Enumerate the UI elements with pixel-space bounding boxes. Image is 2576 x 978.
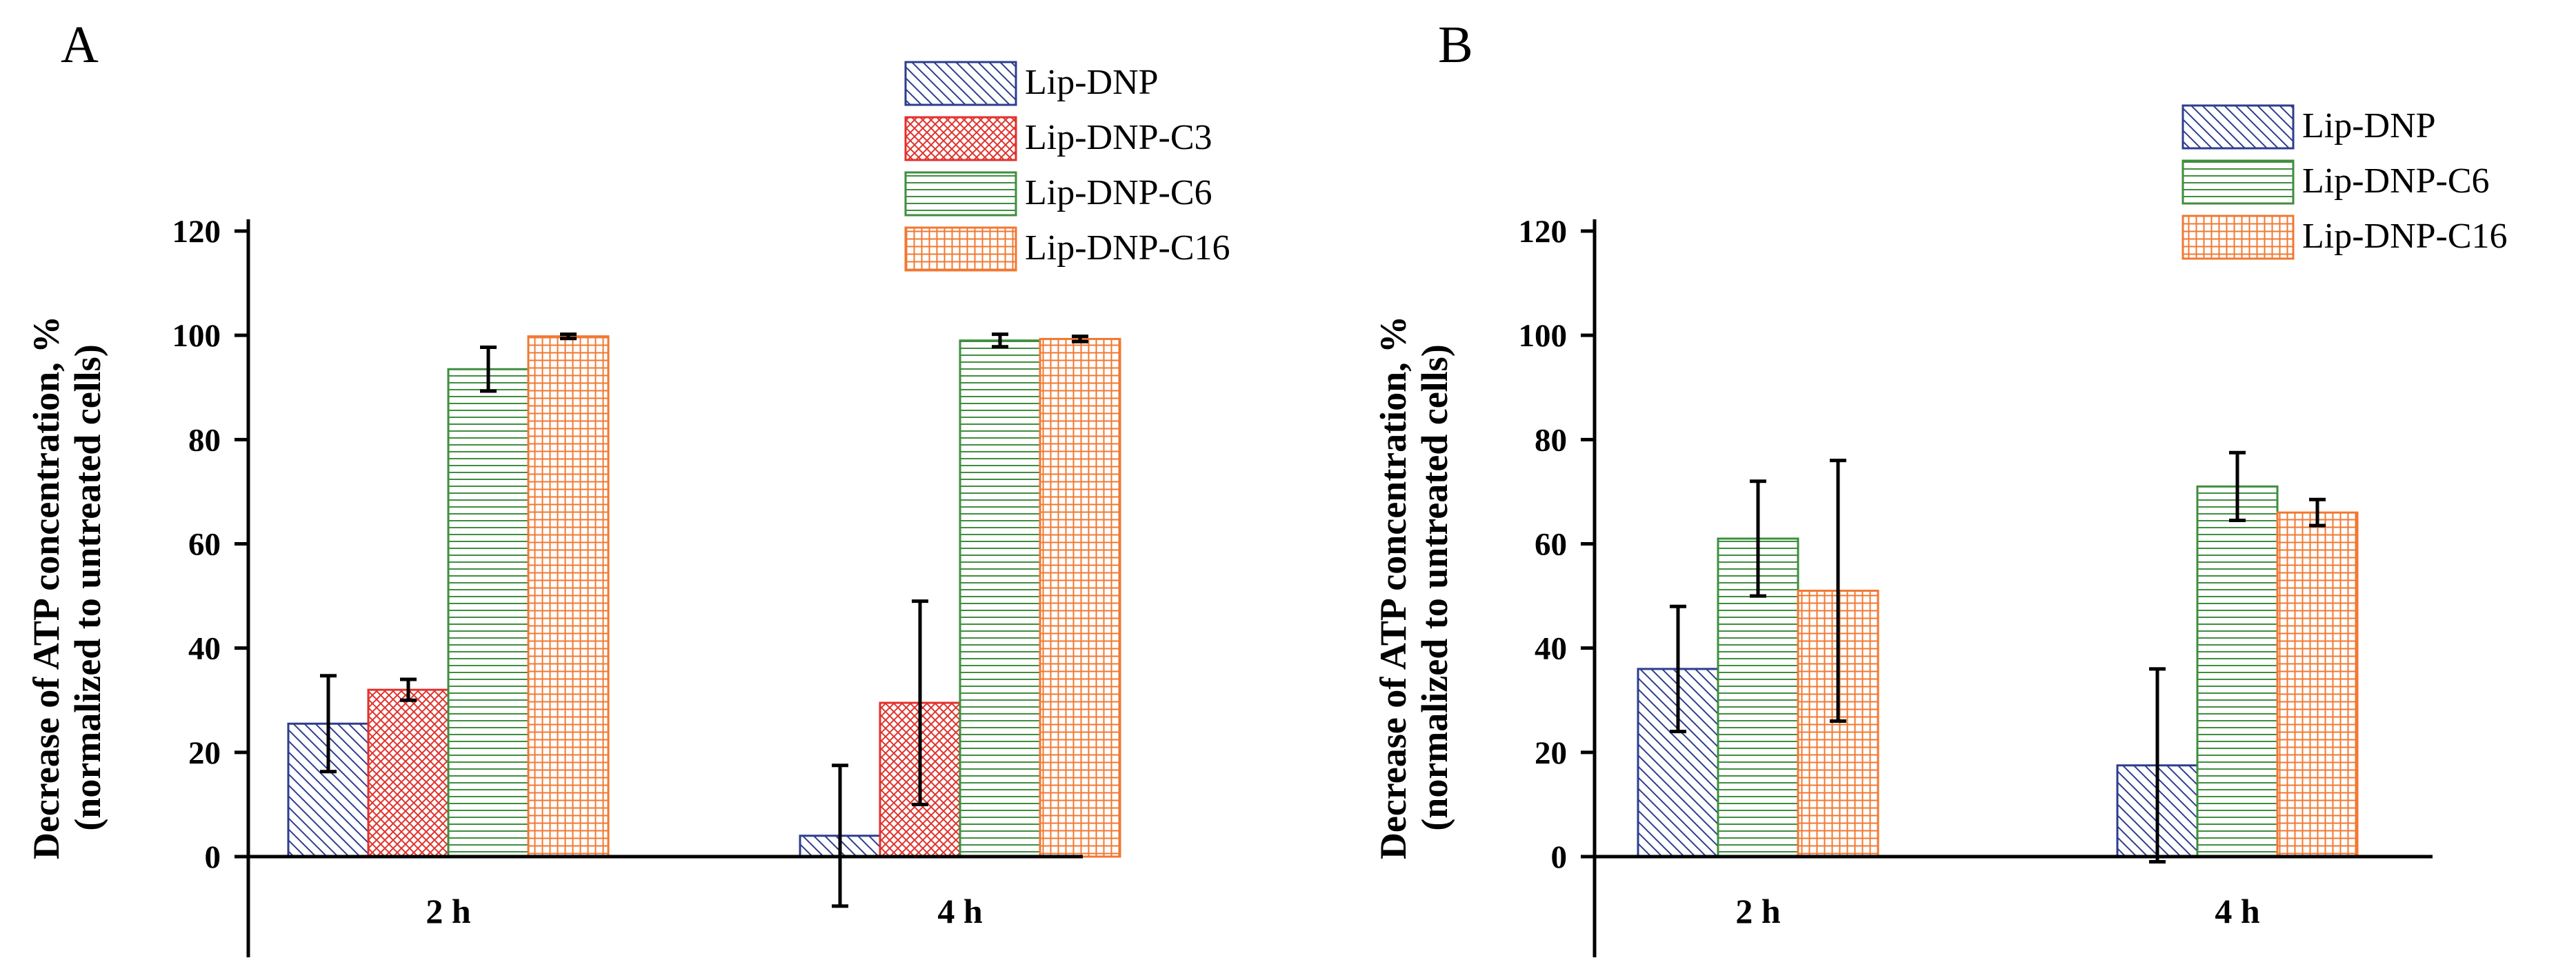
panel-b-bar-lip-dnp-c16-1	[2276, 511, 2359, 858]
panel-a-category-label: 2 h	[426, 892, 471, 930]
panel-a-ytick-label: 100	[172, 318, 221, 354]
panel-b-category-label: 4 h	[2215, 892, 2260, 930]
panel-a-bar-lip-dnp-c16-1	[1039, 337, 1121, 858]
panel-a-ytick-label: 60	[188, 527, 221, 563]
panel-a-letter: A	[61, 16, 99, 74]
panel-a-legend-swatch	[904, 171, 1017, 217]
panel-b-legend-swatch	[2181, 159, 2295, 205]
panel-b-ytick-label: 40	[1535, 631, 1567, 667]
panel-b-legend-label: Lip-DNP-C16	[2302, 217, 2508, 256]
panel-a-legend-swatch	[904, 226, 1017, 272]
panel-a-category-label: 4 h	[937, 892, 983, 930]
panel-b-ytick-label: 120	[1519, 214, 1568, 250]
panel-b: B Decrease of ATP concentration, % (norm…	[1372, 16, 2508, 957]
panel-a-bar-lip-dnp-c3-0	[367, 688, 450, 858]
panel-b-ytick-label: 0	[1551, 839, 1568, 875]
panel-a: A Decrease of ATP concentration, % (norm…	[26, 16, 1230, 957]
panel-b-legend-swatch	[2181, 214, 2295, 260]
panel-a-ylabel: Decrease of ATP concentration, %	[26, 316, 67, 859]
panel-a-ytick-label: 20	[188, 735, 221, 771]
panel-a-bar-lip-dnp-c6-1	[959, 339, 1041, 858]
panel-b-bar-lip-dnp-c6-1	[2196, 485, 2279, 858]
panel-b-ylabel2: (normalized to untreated cells)	[1414, 344, 1455, 830]
panel-a-legend-swatch	[904, 61, 1017, 106]
panel-a-ytick-label: 40	[188, 631, 221, 667]
panel-b-legend-label: Lip-DNP-C6	[2302, 161, 2490, 201]
panel-a-ytick-label: 0	[205, 839, 221, 875]
panel-a-ytick-label: 120	[172, 214, 221, 250]
panel-a-ylabel2: (normalized to untreated cells)	[67, 344, 108, 830]
panel-b-ytick-label: 60	[1535, 527, 1567, 563]
panel-a-legend-label: Lip-DNP	[1025, 63, 1159, 102]
panel-b-legend-swatch	[2181, 104, 2295, 150]
panel-b-ylabel: Decrease of ATP concentration, %	[1372, 316, 1414, 859]
panel-b-category-label: 2 h	[1735, 892, 1781, 930]
panel-a-legend-swatch	[904, 116, 1017, 161]
panel-b-ytick-label: 20	[1535, 735, 1567, 771]
panel-b-legend-label: Lip-DNP	[2302, 106, 2436, 146]
panel-b-ytick-label: 100	[1519, 318, 1568, 354]
panel-b-ytick-label: 80	[1535, 422, 1567, 458]
panel-b-letter: B	[1438, 16, 1473, 74]
panel-a-bar-lip-dnp-c6-0	[447, 368, 530, 858]
panel-a-legend-label: Lip-DNP-C3	[1025, 118, 1212, 157]
panel-a-legend-label: Lip-DNP-C16	[1025, 228, 1230, 268]
panel-a-legend-label: Lip-DNP-C6	[1025, 173, 1212, 212]
panel-a-ytick-label: 80	[188, 422, 221, 458]
panel-a-bar-lip-dnp-c16-0	[527, 335, 610, 858]
